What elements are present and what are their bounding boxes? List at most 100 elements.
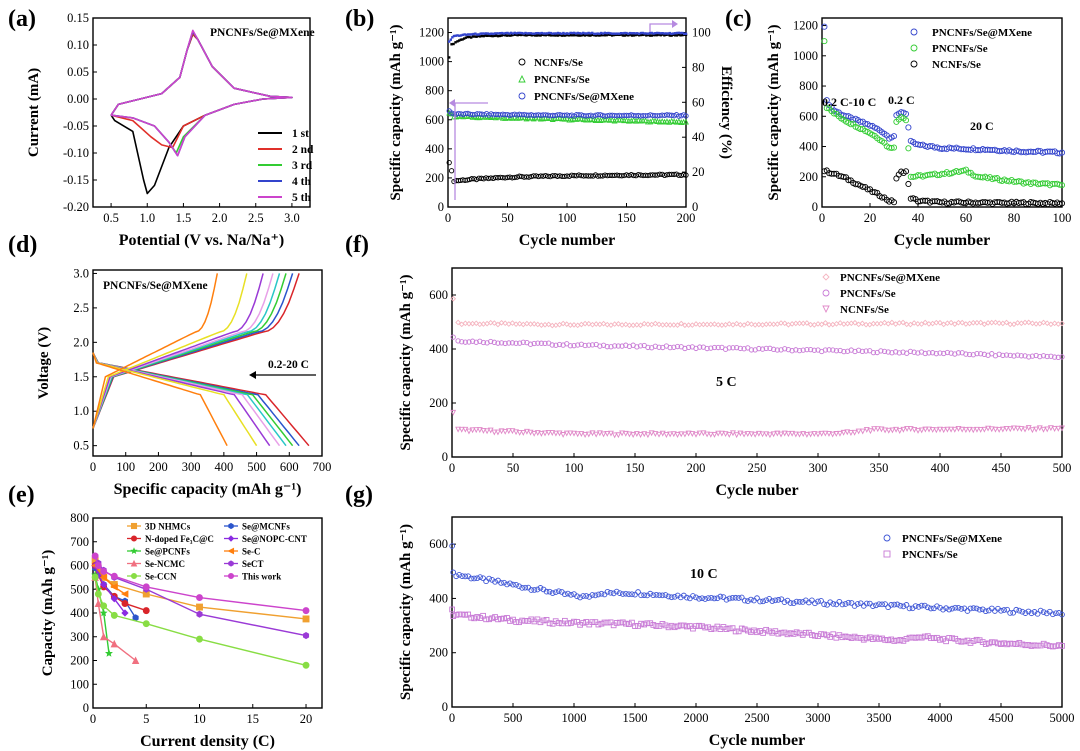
data-point: [748, 629, 754, 635]
efficiency-point: [549, 31, 552, 35]
data-point: [473, 339, 479, 345]
data-point: [662, 592, 669, 598]
data-point: [998, 607, 1004, 614]
data-point: [924, 633, 931, 639]
data-point: [471, 615, 477, 622]
data-point: [830, 601, 837, 607]
data-point: [818, 631, 824, 637]
efficiency-point: [648, 34, 652, 37]
efficiency-point: [576, 34, 580, 37]
data-point: [789, 348, 795, 354]
voltage-curve: [92, 273, 248, 429]
data-point: [683, 172, 689, 178]
legend-label: NCNFs/Se: [932, 59, 981, 71]
data-point: [977, 319, 984, 326]
data-point: [839, 601, 846, 608]
data-point: [511, 174, 518, 181]
data-point: [871, 426, 878, 433]
legend-marker: [130, 535, 138, 542]
data-point: [537, 585, 544, 591]
data-point: [667, 322, 673, 328]
efficiency-point: [536, 31, 540, 35]
data-point: [708, 594, 715, 601]
data-point: [715, 430, 722, 437]
legend-label: Se@MCNFs: [242, 522, 290, 532]
data-point: [1033, 426, 1040, 433]
efficiency-point: [594, 34, 598, 37]
y-tick-label: 0.05: [67, 65, 89, 79]
data-point: [502, 175, 508, 181]
efficiency-point: [625, 31, 628, 35]
data-point: [812, 632, 818, 639]
data-point: [641, 431, 648, 438]
data-point: [723, 596, 730, 603]
efficiency-point: [531, 32, 534, 35]
efficiency-point: [502, 33, 505, 37]
data-point: [741, 431, 747, 438]
plot-frame: [451, 267, 1063, 458]
data-point: [693, 321, 699, 327]
efficiency-point: [519, 33, 523, 37]
efficiency-point: [607, 33, 610, 36]
data-point: [683, 594, 690, 601]
x-tick-label: 150: [617, 211, 636, 225]
data-point: [578, 431, 585, 437]
efficiency-point: [468, 33, 472, 36]
data-point: [659, 592, 666, 599]
data-point: [793, 629, 800, 636]
data-point: [1007, 640, 1014, 647]
data-point: [468, 614, 475, 621]
annotation: 0.2 C: [888, 93, 915, 107]
data-point: [1043, 642, 1050, 648]
efficiency-point: [562, 34, 565, 37]
data-point: [903, 602, 910, 608]
efficiency-point: [628, 31, 632, 35]
data-point: [635, 171, 642, 178]
y-tick-label: 200: [425, 171, 444, 185]
data-point: [912, 635, 919, 641]
data-point: [807, 431, 814, 438]
data-point: [656, 431, 662, 438]
data-point: [726, 321, 733, 327]
data-point: [595, 621, 602, 628]
legend-marker: [227, 547, 235, 555]
data-point: [678, 320, 685, 327]
data-point: [613, 620, 620, 626]
efficiency-point: [585, 32, 589, 35]
y-tick-label: 400: [425, 142, 444, 156]
data-point: [471, 575, 477, 582]
x-tick-label: 0: [449, 461, 455, 475]
data-point: [516, 320, 523, 327]
efficiency-point: [517, 31, 520, 35]
data-point: [498, 580, 504, 586]
efficiency-point: [587, 34, 590, 37]
legend-marker: [822, 289, 830, 297]
data-point: [531, 587, 538, 593]
data-point: [718, 430, 725, 437]
data-point: [715, 321, 722, 328]
x-tick-label: 20: [300, 712, 313, 726]
voltage-curve: [92, 352, 228, 447]
efficiency-point: [591, 31, 594, 35]
data-point: [613, 588, 620, 595]
data-point: [770, 431, 777, 438]
x-tick-label: 20: [864, 211, 877, 225]
y2-tick-label: 0: [692, 200, 698, 214]
x-tick-label: 4500: [989, 711, 1014, 725]
efficiency-point: [524, 31, 527, 35]
data-point: [450, 613, 457, 619]
efficiency-point: [578, 32, 581, 35]
legend-marker: [228, 522, 234, 530]
data-point: [902, 168, 910, 175]
data-point: [94, 562, 102, 569]
efficiency-point: [614, 32, 617, 35]
voltage-curve: [92, 273, 264, 429]
voltage-curve: [92, 273, 219, 429]
data-point: [1051, 320, 1058, 327]
data-point: [905, 124, 912, 131]
data-point: [1053, 610, 1059, 617]
data-point: [595, 112, 601, 118]
data-point: [741, 346, 747, 352]
efficiency-point: [520, 31, 524, 35]
data-point: [763, 431, 770, 438]
